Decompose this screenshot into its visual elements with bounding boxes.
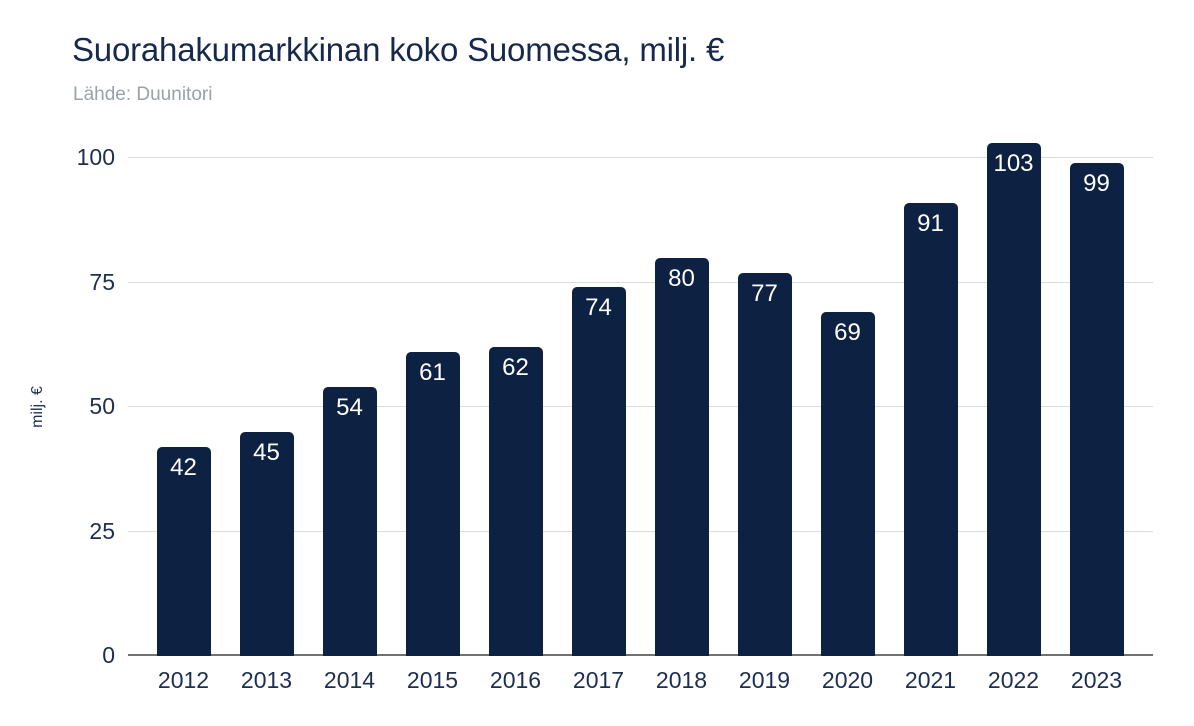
x-tick-label-2014: 2014 <box>323 667 376 693</box>
x-tick-label-2016: 2016 <box>489 667 542 693</box>
bar-value-label-2022: 103 <box>993 150 1034 178</box>
bar-2013: 45 <box>239 431 294 656</box>
bar-slot-2023: 99 2023 <box>1055 158 1138 693</box>
gridline-75 <box>128 281 1153 283</box>
chart-source-subtitle: Lähde: Duunitori <box>73 84 213 105</box>
bar-value-label-2012: 42 <box>170 453 197 481</box>
bar-slot-2012: 42 2012 <box>142 158 225 693</box>
bar-value-label-2015: 61 <box>419 359 446 387</box>
bar-2018: 80 <box>654 257 709 656</box>
bar-2012: 42 <box>156 446 211 656</box>
bar-value-label-2020: 69 <box>834 319 861 347</box>
y-tick-label-0: 0 <box>102 642 115 668</box>
gridline-100 <box>128 157 1153 158</box>
bar-2016: 62 <box>488 347 543 656</box>
bar-2015: 61 <box>405 352 460 656</box>
x-tick-label-2022: 2022 <box>987 667 1040 693</box>
x-tick-label-2020: 2020 <box>821 667 874 693</box>
bar-2014: 54 <box>322 387 377 656</box>
y-tick-label-50: 50 <box>89 393 115 419</box>
bar-slot-2017: 74 2017 <box>557 158 640 693</box>
bar-band: 42 2012 45 2013 54 2014 61 2015 62 2016 74 2017 80 20… <box>142 143 1138 693</box>
chart-title: Suorahakumarkkinan koko Suomessa, milj. … <box>72 31 725 68</box>
x-axis-line <box>128 654 1153 656</box>
bar-value-label-2014: 54 <box>336 394 363 422</box>
x-tick-label-2017: 2017 <box>572 667 625 693</box>
bar-value-label-2016: 62 <box>502 354 529 382</box>
bar-2020: 69 <box>820 312 875 656</box>
bar-slot-2019: 77 2019 <box>723 158 806 693</box>
bar-2021: 91 <box>903 202 958 656</box>
y-tick-label-25: 25 <box>89 517 115 544</box>
bar-slot-2022: 103 2022 <box>972 143 1055 693</box>
bar-slot-2020: 69 2020 <box>806 158 889 693</box>
bar-slot-2013: 45 2013 <box>225 158 308 693</box>
x-tick-label-2019: 2019 <box>738 667 791 693</box>
gridline-25 <box>128 530 1153 532</box>
x-tick-label-2013: 2013 <box>240 667 293 693</box>
bar-value-label-2013: 45 <box>253 438 280 466</box>
x-tick-label-2012: 2012 <box>157 667 210 693</box>
bar-value-label-2017: 74 <box>585 294 612 322</box>
bar-slot-2018: 80 2018 <box>640 158 723 693</box>
bar-2019: 77 <box>737 272 792 656</box>
plot-area: 42 2012 45 2013 54 2014 61 2015 62 2016 74 2017 80 20… <box>77 143 1153 693</box>
bar-value-label-2018: 80 <box>668 264 695 292</box>
bar-value-label-2023: 99 <box>1083 169 1110 197</box>
bar-slot-2021: 91 2021 <box>889 158 972 693</box>
x-tick-label-2021: 2021 <box>904 667 957 693</box>
x-tick-label-2015: 2015 <box>406 667 459 693</box>
y-tick-label-100: 100 <box>76 144 115 170</box>
x-tick-label-2018: 2018 <box>655 667 708 693</box>
bar-slot-2015: 61 2015 <box>391 158 474 693</box>
bar-value-label-2019: 77 <box>751 279 778 307</box>
gridline-50 <box>128 406 1153 407</box>
bar-2017: 74 <box>571 287 626 656</box>
y-tick-label-75: 75 <box>89 268 115 295</box>
bar-2022: 103 <box>986 143 1041 656</box>
x-tick-label-2023: 2023 <box>1070 667 1123 693</box>
bar-slot-2014: 54 2014 <box>308 158 391 693</box>
bar-slot-2016: 62 2016 <box>474 158 557 693</box>
bar-2023: 99 <box>1069 162 1124 656</box>
bar-value-label-2021: 91 <box>917 209 944 237</box>
